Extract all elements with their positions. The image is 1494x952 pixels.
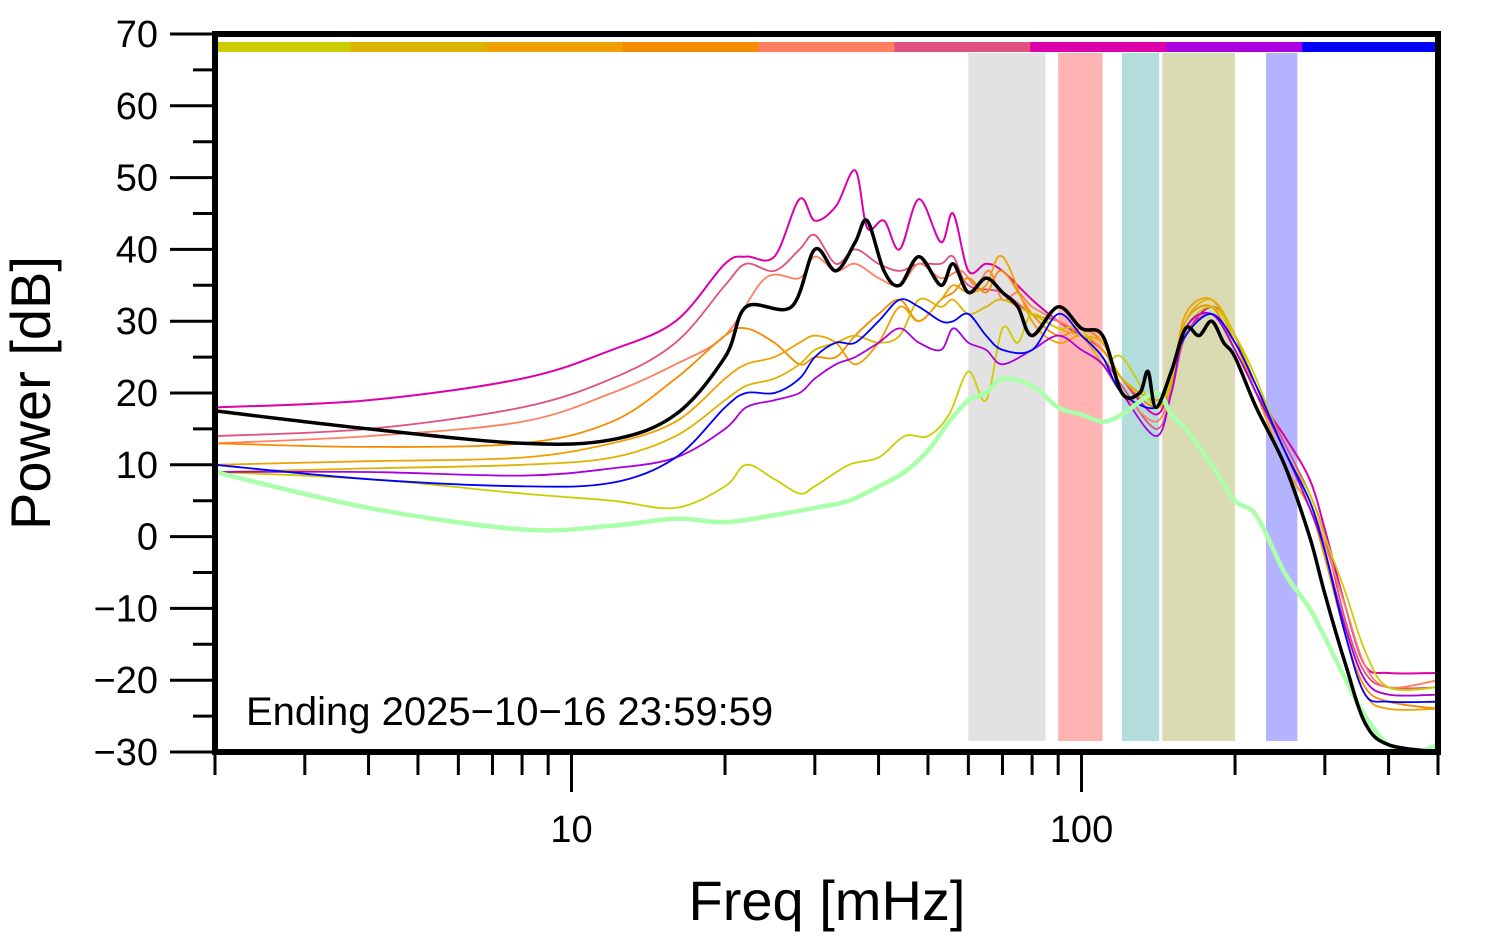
series-line: [214, 169, 1439, 675]
y-tick-label: −30: [94, 732, 158, 774]
y-tick-label: 60: [116, 86, 158, 128]
y-tick-label: 0: [137, 517, 158, 559]
series-line: [213, 218, 1440, 754]
y-tick-label: 20: [116, 373, 158, 415]
color-bar-segment: [758, 42, 895, 52]
y-tick-label: 70: [116, 14, 158, 56]
shaded-frequency-bands: [968, 53, 1298, 741]
color-bar-segment: [1166, 42, 1303, 52]
y-tick-label: −10: [94, 588, 158, 630]
y-tick-label: 50: [116, 158, 158, 200]
ending-annotation: Ending 2025−10−16 23:59:59: [246, 690, 773, 734]
shaded-band: [1162, 53, 1236, 741]
color-bar-segment: [1302, 42, 1439, 52]
y-axis-title: Power [dB]: [0, 256, 62, 530]
series-line: [214, 254, 1439, 711]
shaded-band: [1058, 53, 1103, 741]
series-line: [212, 376, 1441, 755]
x-axis: 10 100: [213, 752, 1440, 851]
color-bar-segment: [486, 42, 624, 52]
x-axis-title: Freq [mHz]: [689, 869, 966, 932]
y-tick-label: −20: [94, 660, 158, 702]
x-tick-label: 100: [1050, 809, 1113, 851]
spectra-series: [212, 169, 1441, 755]
color-bar-segment: [1030, 42, 1167, 52]
y-axis: 70 60 50 40 30 20 10 0 −10 −20 −30: [94, 14, 215, 774]
color-bar-segment: [894, 42, 1031, 52]
plot-frame: [212, 31, 1441, 755]
y-tick-label: 10: [116, 445, 158, 487]
color-bar-segment: [350, 42, 488, 52]
x-tick-label: 10: [550, 809, 592, 851]
shaded-band: [1265, 53, 1298, 741]
series-line: [214, 269, 1439, 710]
color-bar-segment: [215, 42, 352, 52]
series-line: [214, 305, 1439, 691]
y-tick-label: 40: [116, 229, 158, 271]
series-line: [214, 298, 1439, 704]
top-color-bar: [215, 42, 1439, 52]
color-bar-segment: [622, 42, 760, 52]
y-tick-label: 30: [116, 301, 158, 343]
